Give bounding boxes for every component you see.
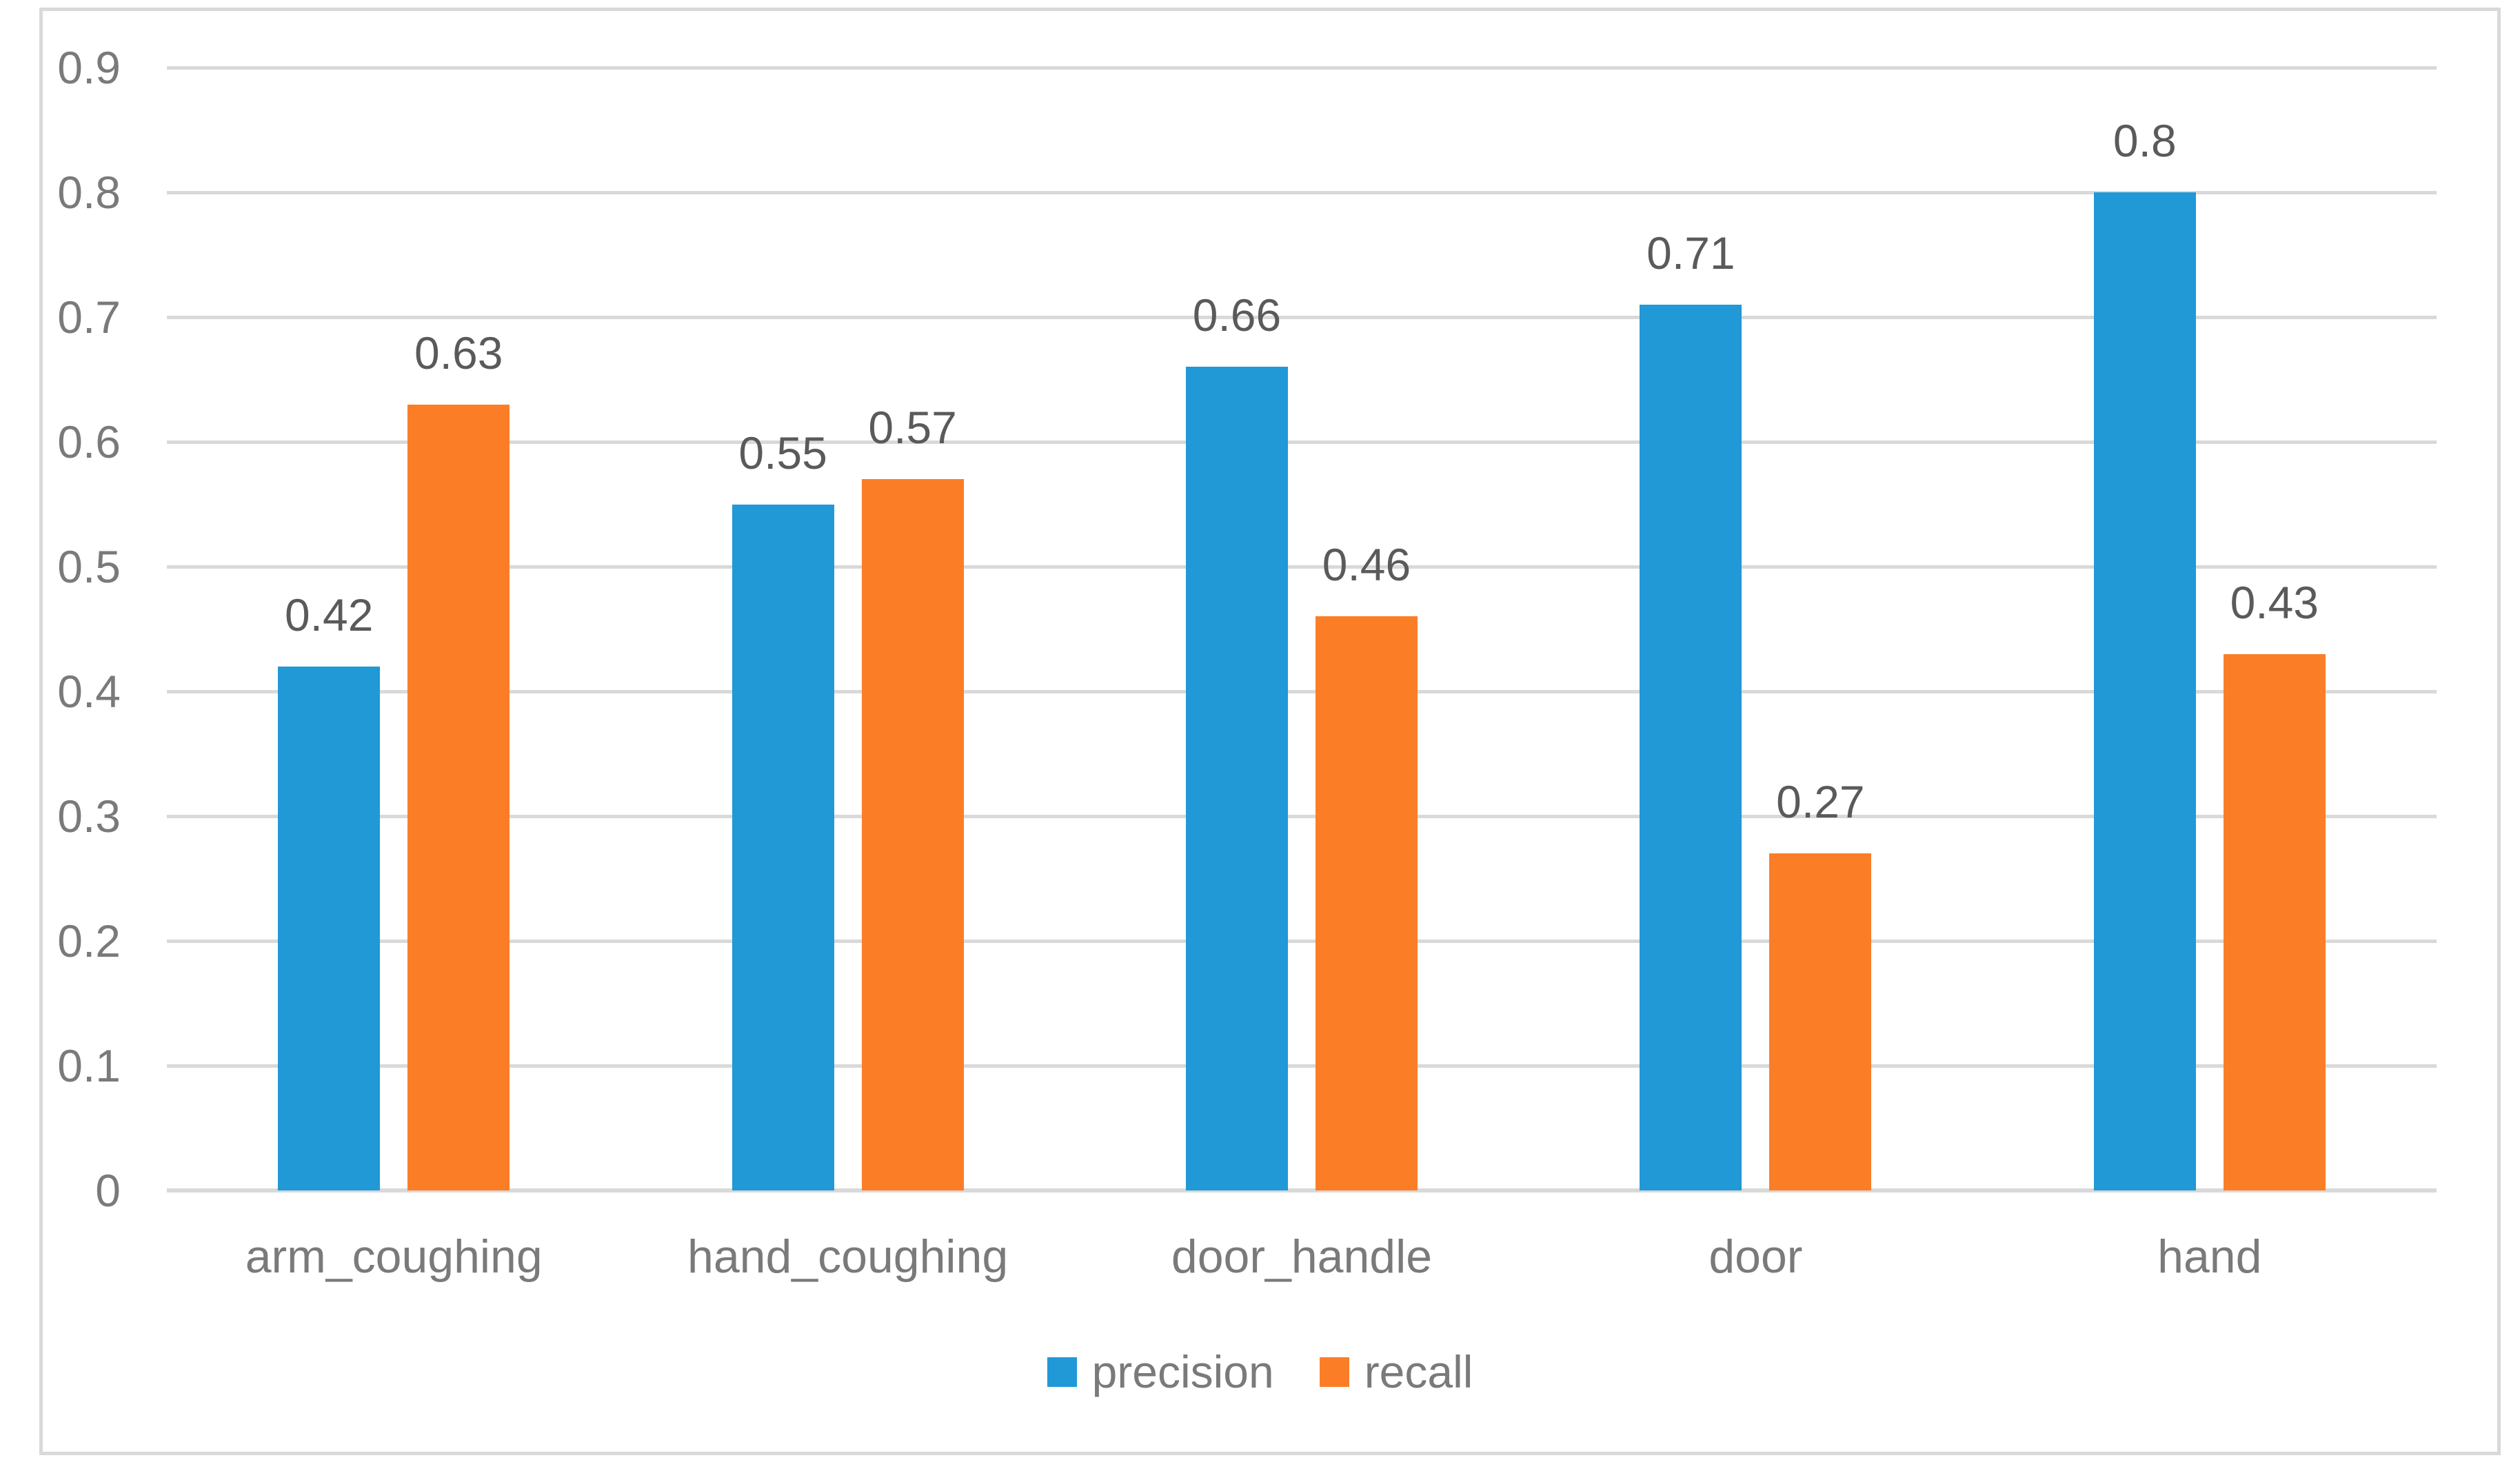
gridline [167, 815, 2437, 818]
bar-label-recall-door: 0.27 [1776, 776, 1865, 828]
y-axis-tick-label: 0.9 [57, 42, 121, 93]
bar-label-precision-door_handle: 0.66 [1192, 290, 1282, 341]
bar-recall-door_handle [1316, 616, 1418, 1190]
gridline [167, 316, 2437, 319]
bar-label-precision-arm_coughing: 0.42 [284, 589, 374, 640]
x-axis-label-hand: hand [2157, 1230, 2262, 1283]
legend-swatch-recall-icon [1319, 1357, 1349, 1387]
bar-recall-hand [2223, 653, 2326, 1190]
x-axis-line [167, 1188, 2437, 1193]
x-axis-label-hand_coughing: hand_coughing [687, 1230, 1009, 1283]
bar-precision-arm_coughing [278, 666, 381, 1190]
gridline [167, 565, 2437, 569]
bar-precision-hand_coughing [732, 504, 834, 1190]
y-axis-tick-label: 0.3 [57, 791, 121, 842]
bar-recall-hand_coughing [861, 479, 964, 1190]
y-axis-tick-label: 0.2 [57, 915, 121, 966]
y-axis-tick-label: 0.1 [57, 1040, 121, 1091]
bar-label-precision-hand_coughing: 0.55 [738, 427, 827, 478]
bar-precision-hand [2093, 192, 2196, 1190]
y-axis-tick-label: 0 [95, 1165, 121, 1216]
gridline [167, 940, 2437, 943]
gridline [167, 191, 2437, 194]
bar-precision-door_handle [1186, 367, 1288, 1190]
gridline [167, 1064, 2437, 1068]
legend-item-precision: precision [1047, 1346, 1274, 1398]
legend-label-recall: recall [1364, 1346, 1473, 1397]
bar-label-recall-hand_coughing: 0.57 [868, 402, 957, 454]
gridline [167, 690, 2437, 693]
bar-label-precision-hand: 0.8 [2113, 115, 2177, 166]
legend-label-precision: precision [1091, 1346, 1274, 1397]
y-axis-tick-label: 0.8 [57, 167, 121, 218]
bar-label-recall-door_handle: 0.46 [1322, 539, 1411, 591]
gridline [167, 440, 2437, 444]
bar-label-precision-door: 0.71 [1646, 227, 1735, 278]
x-axis-label-arm_coughing: arm_coughing [245, 1230, 543, 1283]
chart-border [39, 8, 2501, 1455]
bar-label-recall-hand: 0.43 [2230, 576, 2319, 628]
x-axis-label-door_handle: door_handle [1171, 1230, 1433, 1283]
x-axis-label-door: door [1708, 1230, 1803, 1283]
bar-recall-door [1769, 853, 1872, 1190]
legend-swatch-precision-icon [1047, 1357, 1077, 1387]
bar-recall-arm_coughing [407, 404, 510, 1190]
y-axis-tick-label: 0.6 [57, 416, 121, 467]
bar-label-recall-arm_coughing: 0.63 [414, 327, 503, 378]
y-axis-tick-label: 0.7 [57, 292, 121, 343]
y-axis-tick-label: 0.5 [57, 541, 121, 592]
legend: precision recall [0, 1346, 2520, 1398]
bar-precision-door [1640, 304, 1742, 1190]
y-axis-tick-label: 0.4 [57, 666, 121, 717]
gridline [167, 66, 2437, 70]
legend-item-recall: recall [1319, 1346, 1473, 1398]
